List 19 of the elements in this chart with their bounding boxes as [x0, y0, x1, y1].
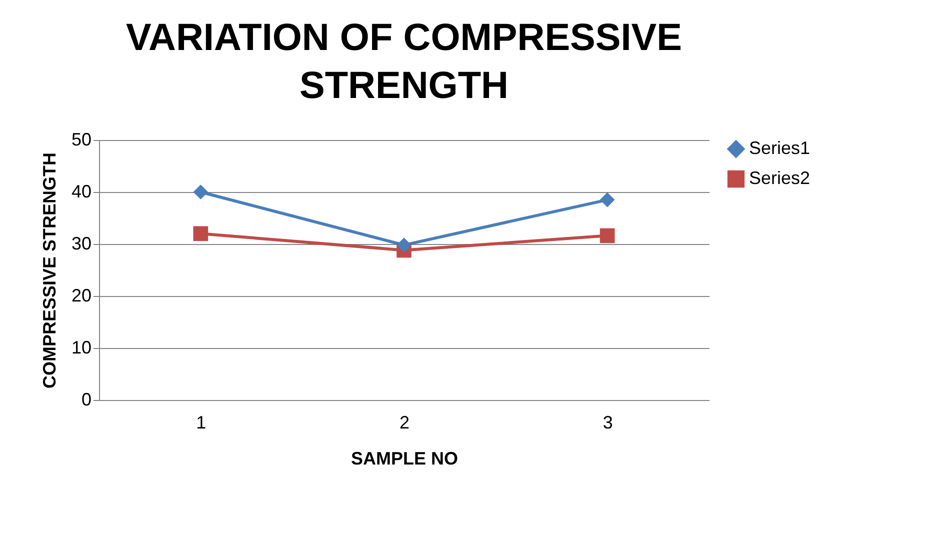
x-tick-label: 1: [196, 412, 206, 432]
y-tick-label: 0: [81, 390, 92, 410]
y-tick-label: 40: [71, 182, 92, 202]
y-axis-title: COMPRESSIVE STRENGTH: [39, 152, 60, 389]
point: [600, 228, 615, 244]
y-tick-label: 30: [71, 234, 92, 254]
y-tick-label: 20: [71, 286, 92, 306]
point: [193, 184, 208, 200]
x-tick-label: 3: [602, 412, 613, 432]
chart-title: VARIATION OF COMPRESSIVE STRENGTH: [126, 17, 682, 107]
point: [193, 226, 208, 242]
point: [600, 192, 615, 208]
x-tick-label: 2: [399, 412, 410, 432]
legend-label: Series2: [749, 168, 810, 188]
y-tick-label: 50: [71, 130, 92, 150]
y-tick-label: 10: [71, 338, 92, 358]
legend-label: Series1: [749, 138, 810, 158]
x-axis-title: SAMPLE NO: [350, 448, 458, 468]
point: [396, 238, 412, 252]
